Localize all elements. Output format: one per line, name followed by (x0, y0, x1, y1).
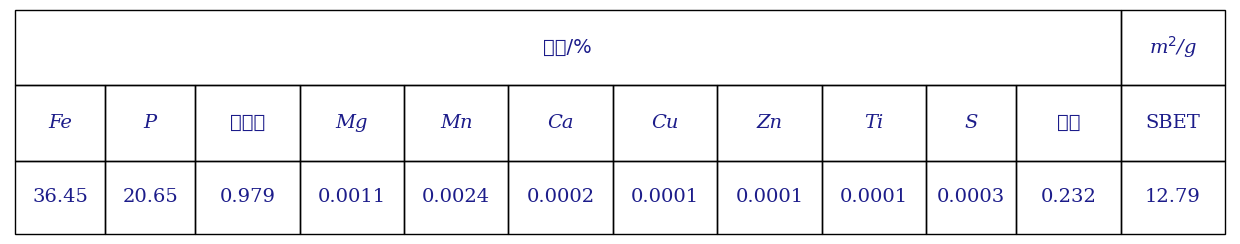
Text: 0.0001: 0.0001 (839, 188, 908, 206)
Bar (1121, 161, 1225, 234)
Text: Fe: Fe (48, 114, 72, 132)
Bar (300, 161, 404, 234)
Text: 20.65: 20.65 (123, 188, 179, 206)
Text: m$^2$/g: m$^2$/g (1148, 35, 1197, 61)
Text: Zn: Zn (756, 114, 782, 132)
Bar (105, 85, 195, 161)
Bar (105, 161, 195, 234)
Text: Mg: Mg (336, 114, 368, 132)
Text: P: P (144, 114, 156, 132)
Bar (613, 161, 717, 234)
Text: 0.0001: 0.0001 (735, 188, 804, 206)
Bar (613, 85, 717, 161)
Bar (404, 85, 508, 161)
Text: 36.45: 36.45 (32, 188, 88, 206)
Bar (508, 161, 613, 234)
Bar (822, 85, 926, 161)
Text: 0.979: 0.979 (219, 188, 275, 206)
Bar (926, 161, 1017, 234)
Bar (195, 85, 300, 161)
Bar (195, 161, 300, 234)
Text: 0.0011: 0.0011 (317, 188, 386, 206)
Text: Cu: Cu (651, 114, 678, 132)
Bar (717, 161, 822, 234)
Bar (404, 161, 508, 234)
Text: S: S (965, 114, 978, 132)
Bar (15, 85, 105, 161)
Bar (15, 10, 1121, 85)
Bar (508, 85, 613, 161)
Text: 12.79: 12.79 (1145, 188, 1200, 206)
Bar (926, 85, 1017, 161)
Bar (1017, 85, 1121, 161)
Bar (717, 85, 822, 161)
Text: 0.0001: 0.0001 (631, 188, 699, 206)
Bar (300, 85, 404, 161)
Bar (1121, 85, 1225, 161)
Bar (1017, 161, 1121, 234)
Text: 0.0024: 0.0024 (422, 188, 490, 206)
Bar (15, 161, 105, 234)
Text: 铁磷比: 铁磷比 (229, 114, 265, 132)
Text: 0.0002: 0.0002 (527, 188, 595, 206)
Text: 0.0003: 0.0003 (937, 188, 1006, 206)
Text: 总水: 总水 (1056, 114, 1080, 132)
Bar (1121, 10, 1225, 85)
Text: Ti: Ti (864, 114, 884, 132)
Text: 单位/%: 单位/% (543, 38, 593, 57)
Text: SBET: SBET (1146, 114, 1200, 132)
Bar (822, 161, 926, 234)
Text: Ca: Ca (547, 114, 574, 132)
Text: 0.232: 0.232 (1040, 188, 1096, 206)
Text: Mn: Mn (440, 114, 472, 132)
